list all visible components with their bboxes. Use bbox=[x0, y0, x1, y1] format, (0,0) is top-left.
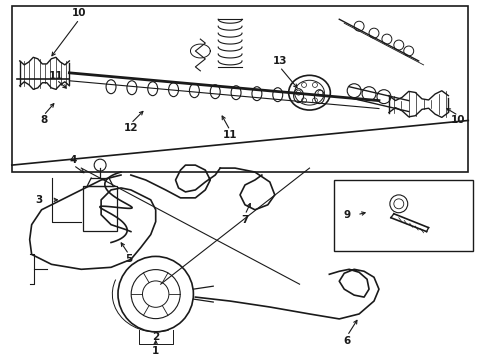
Bar bbox=[83, 186, 117, 231]
Bar bbox=[12, 6, 468, 172]
Text: 11: 11 bbox=[223, 130, 237, 140]
Text: 11: 11 bbox=[49, 71, 64, 81]
Text: 8: 8 bbox=[40, 116, 47, 126]
Text: 6: 6 bbox=[343, 336, 351, 346]
Text: 13: 13 bbox=[272, 56, 287, 66]
Text: 10: 10 bbox=[451, 116, 466, 126]
Text: 3: 3 bbox=[35, 195, 42, 205]
Text: 7: 7 bbox=[241, 215, 249, 225]
Text: 10: 10 bbox=[72, 8, 87, 18]
Text: 9: 9 bbox=[343, 210, 351, 220]
Text: 2: 2 bbox=[152, 332, 159, 342]
Bar bbox=[334, 180, 473, 251]
Text: 12: 12 bbox=[123, 123, 138, 134]
Text: 5: 5 bbox=[125, 255, 132, 264]
Text: 4: 4 bbox=[70, 155, 77, 165]
Text: 1: 1 bbox=[152, 346, 159, 356]
